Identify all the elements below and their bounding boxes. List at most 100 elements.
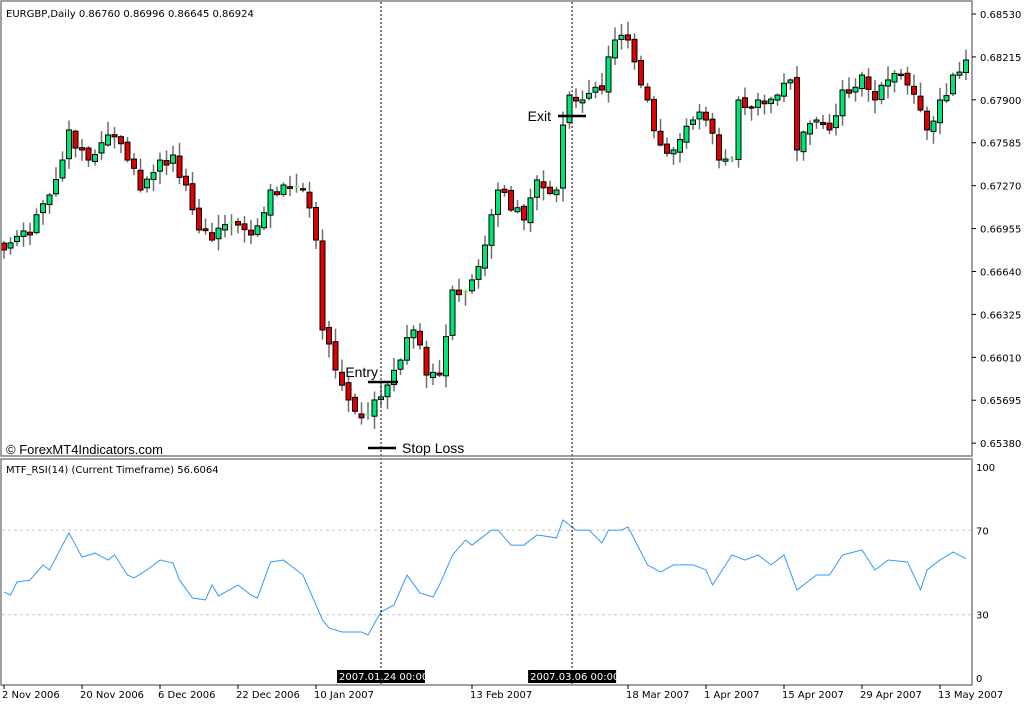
candle-body-bear <box>703 111 709 121</box>
candle <box>898 69 904 80</box>
candle-body-bear <box>163 160 170 166</box>
candle-body-bull <box>157 159 163 172</box>
candle <box>833 103 839 136</box>
candle <box>560 111 566 202</box>
candle <box>755 92 761 116</box>
candle <box>313 202 319 249</box>
candle <box>391 357 397 392</box>
candle <box>92 149 98 166</box>
candle <box>124 136 131 163</box>
candle <box>852 78 859 102</box>
candle <box>209 222 215 243</box>
candle <box>417 323 423 350</box>
candle <box>638 55 644 89</box>
price-axis: 0.68530 0.68215 0.67900 0.67585 0.67270 0.669… <box>972 10 1021 450</box>
candle-body-bull <box>677 139 683 153</box>
candle-body-bear <box>345 382 352 401</box>
candle-body-bull <box>553 189 560 196</box>
candle-body-bull <box>696 111 703 120</box>
candle <box>339 359 345 391</box>
entry-label: Entry <box>345 364 378 380</box>
candle <box>690 116 696 130</box>
stop-loss-label: Stop Loss <box>402 440 464 456</box>
candle <box>469 274 475 294</box>
candle <box>631 33 638 70</box>
candle <box>950 72 956 97</box>
price-tick-label: 0.66640 <box>980 267 1021 278</box>
candle-body-bull <box>813 119 820 123</box>
candle <box>410 325 417 349</box>
candle-body-bull <box>592 86 599 93</box>
candle <box>7 237 14 255</box>
candle <box>449 285 456 341</box>
candle-body-bull <box>885 79 891 87</box>
candle <box>488 208 495 259</box>
candle-body-bull <box>410 329 417 339</box>
candle <box>553 186 560 203</box>
candle <box>846 77 852 99</box>
candle-body-bull <box>683 125 690 143</box>
time-tick-label: 10 Jan 2007 <box>314 690 374 701</box>
candle-body-bear <box>137 169 144 191</box>
candle-body-bear <box>300 188 306 191</box>
candle <box>878 82 885 105</box>
candle <box>911 74 917 104</box>
candle-body-bull <box>469 279 475 292</box>
candle <box>605 45 612 103</box>
rsi-panel-frame <box>0 458 973 686</box>
candle-body-bull <box>267 189 274 216</box>
candle-body-bear <box>540 181 547 189</box>
candle-body-bear <box>131 158 137 169</box>
candle-body-bear <box>898 73 904 77</box>
candle <box>865 68 872 102</box>
candle-body-bull <box>40 203 46 214</box>
candle-body-bull <box>963 59 969 73</box>
candle-body-bull <box>404 337 410 361</box>
candle <box>696 103 703 130</box>
candle-body-bull <box>612 39 618 59</box>
candle-body-bear <box>508 189 514 211</box>
candle <box>657 118 664 147</box>
rsi-tick-label: 70 <box>976 526 989 537</box>
candle-body-bear <box>865 76 872 90</box>
price-tick-label: 0.66955 <box>980 225 1021 236</box>
candle-body-bull <box>170 154 176 164</box>
candle <box>781 73 787 103</box>
candle-body-bear <box>748 106 755 109</box>
candle-body-bear <box>625 34 631 41</box>
candle <box>677 133 683 163</box>
candle <box>625 21 631 49</box>
candle <box>202 218 209 235</box>
candle <box>612 27 618 65</box>
crosshair-label: 2007.01.24 00:00 <box>339 672 428 683</box>
candle <box>105 121 111 147</box>
candle-body-bull <box>280 184 287 196</box>
candle-body-bull <box>254 225 261 236</box>
candle <box>235 217 241 234</box>
candle-body-bear <box>306 191 313 209</box>
candle <box>79 139 85 161</box>
candle <box>463 289 468 306</box>
candle <box>716 127 722 169</box>
candle <box>33 208 40 235</box>
candle <box>111 127 118 149</box>
candle-body-bull <box>371 399 378 417</box>
rsi-tick-label: 100 <box>976 463 995 474</box>
candle <box>859 71 865 97</box>
candle <box>956 61 963 79</box>
candle-body-bear <box>235 221 241 226</box>
candle-body-bear <box>599 85 605 91</box>
candle-body-bull <box>722 158 729 162</box>
candle <box>885 66 891 99</box>
candle <box>306 181 313 218</box>
candle <box>300 182 306 193</box>
candle-body-bear <box>501 188 508 193</box>
candle-body-bull <box>430 371 436 378</box>
candle-body-bull <box>261 212 267 229</box>
candle <box>287 175 293 197</box>
candle <box>774 93 781 106</box>
candle <box>735 96 742 168</box>
candle <box>826 113 833 134</box>
